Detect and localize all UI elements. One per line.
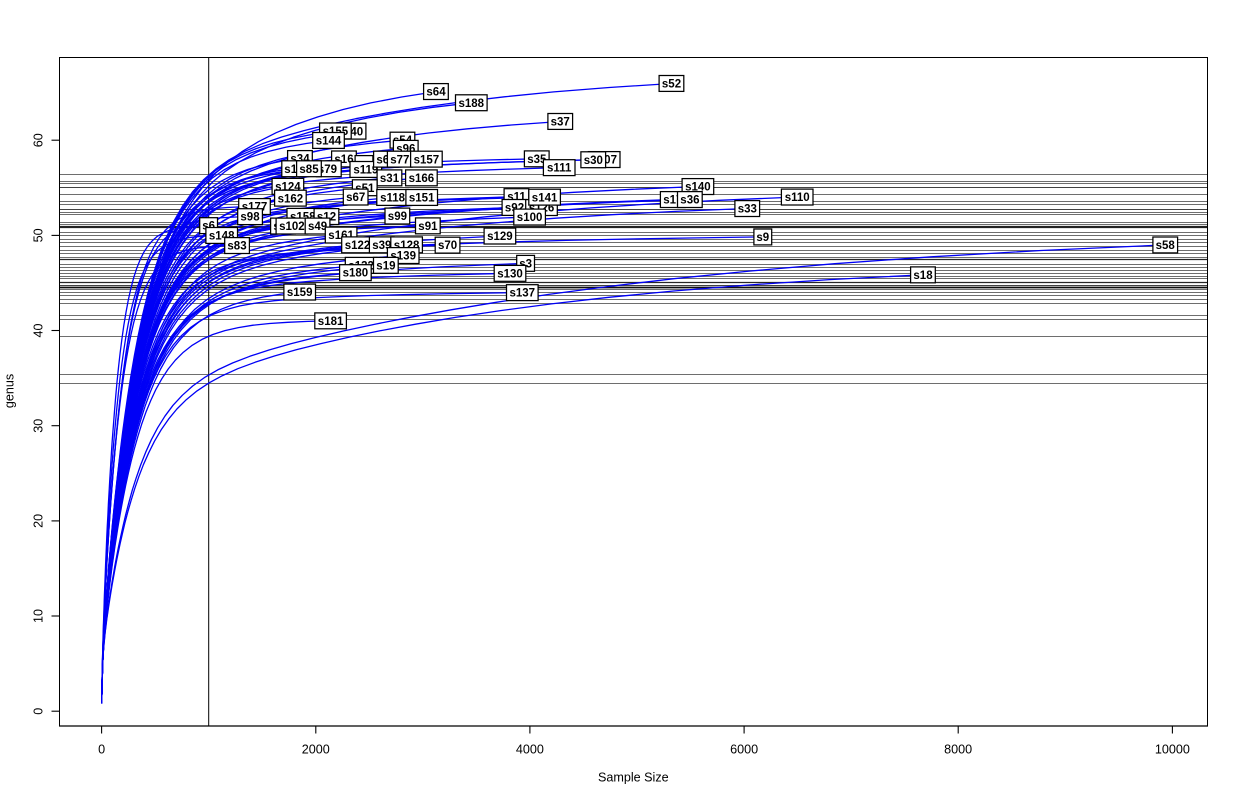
svg-text:s181: s181 [318, 316, 344, 328]
svg-text:s166: s166 [409, 173, 435, 185]
svg-text:s91: s91 [418, 221, 438, 233]
svg-text:s36: s36 [680, 195, 699, 207]
svg-text:2000: 2000 [302, 743, 330, 757]
svg-text:s35: s35 [527, 154, 547, 166]
svg-text:s70: s70 [438, 240, 457, 252]
svg-text:4000: 4000 [516, 743, 544, 757]
svg-text:s157: s157 [414, 154, 440, 166]
svg-text:s83: s83 [227, 241, 246, 253]
svg-text:s140: s140 [685, 182, 711, 194]
svg-text:8000: 8000 [944, 743, 972, 757]
svg-text:s18: s18 [913, 270, 933, 282]
svg-text:s180: s180 [343, 268, 369, 280]
svg-text:Sample Size: Sample Size [598, 771, 669, 785]
svg-text:s144: s144 [316, 136, 342, 148]
svg-text:10: 10 [32, 609, 46, 623]
svg-text:s85: s85 [299, 164, 319, 176]
svg-text:s119: s119 [353, 165, 378, 177]
svg-text:50: 50 [32, 228, 46, 242]
svg-text:6000: 6000 [730, 743, 758, 757]
svg-text:s49: s49 [308, 221, 327, 233]
svg-text:s99: s99 [388, 211, 407, 223]
svg-text:60: 60 [32, 133, 46, 147]
svg-text:s159: s159 [287, 287, 313, 299]
svg-text:s30: s30 [584, 155, 603, 167]
svg-text:s52: s52 [662, 79, 681, 91]
svg-text:30: 30 [32, 419, 46, 433]
svg-text:s118: s118 [380, 193, 406, 205]
svg-text:s129: s129 [487, 231, 513, 243]
svg-text:s79: s79 [318, 164, 337, 176]
svg-text:s77: s77 [390, 154, 409, 166]
svg-text:s58: s58 [1156, 240, 1176, 252]
svg-text:s33: s33 [738, 204, 757, 216]
svg-text:s151: s151 [409, 193, 435, 205]
svg-text:0: 0 [98, 743, 105, 757]
svg-text:genus: genus [3, 374, 17, 408]
svg-text:s64: s64 [426, 87, 446, 99]
svg-text:s110: s110 [785, 192, 810, 204]
svg-text:20: 20 [32, 514, 46, 528]
svg-text:s162: s162 [278, 193, 304, 205]
svg-text:40: 40 [32, 323, 46, 337]
svg-text:s122: s122 [345, 240, 371, 252]
svg-text:s130: s130 [497, 268, 523, 280]
svg-text:s67: s67 [346, 192, 365, 204]
svg-text:s39: s39 [372, 240, 391, 252]
svg-text:s19: s19 [376, 260, 395, 272]
svg-text:s137: s137 [510, 288, 536, 300]
svg-text:s100: s100 [517, 212, 543, 224]
svg-text:10000: 10000 [1155, 743, 1190, 757]
svg-text:s1: s1 [284, 164, 297, 176]
svg-text:s31: s31 [380, 173, 400, 185]
svg-text:s141: s141 [532, 192, 558, 204]
svg-text:0: 0 [32, 708, 46, 715]
svg-text:s98: s98 [240, 212, 260, 224]
svg-text:s188: s188 [459, 98, 485, 110]
svg-text:s102: s102 [279, 221, 305, 233]
svg-text:s111: s111 [547, 163, 572, 175]
svg-text:s9: s9 [756, 232, 769, 244]
svg-text:s37: s37 [551, 117, 570, 129]
